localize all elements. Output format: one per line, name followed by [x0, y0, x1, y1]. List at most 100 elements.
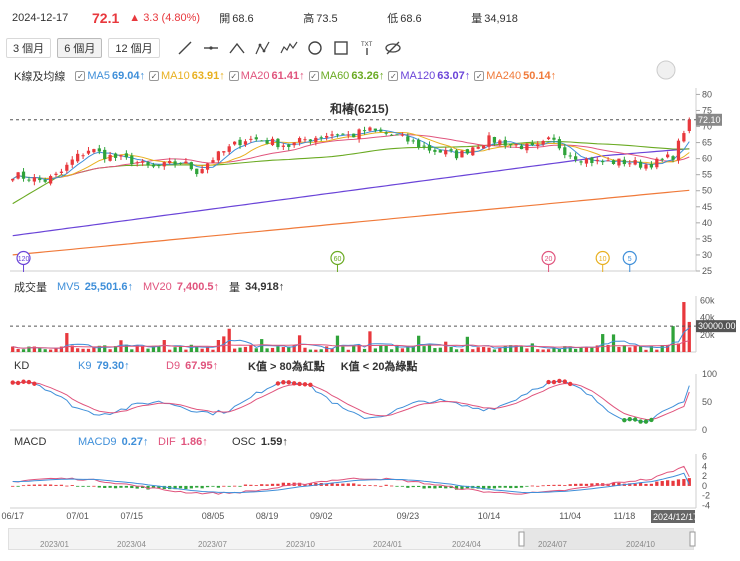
trend-line-icon[interactable]: [176, 39, 194, 57]
ma-checkbox-icon[interactable]: ✓: [228, 71, 239, 81]
ma-legend-ma10[interactable]: ✓ MA10 63.91 ↑: [149, 70, 225, 82]
x-tick-label: 07/15: [121, 511, 144, 521]
ma-checkbox-icon[interactable]: ✓: [75, 71, 86, 81]
candle-body: [509, 143, 513, 145]
osc-bar: [86, 485, 91, 487]
ma-checkbox-icon[interactable]: ✓: [474, 71, 485, 81]
ma-legend-ma60[interactable]: ✓ MA60 63.26 ↑: [308, 70, 385, 82]
range-navigator[interactable]: [8, 528, 694, 550]
ma-checkbox-icon[interactable]: ✓: [149, 71, 159, 81]
osc-bar: [205, 485, 210, 488]
osc-bar: [216, 485, 221, 488]
osc-bar: [151, 485, 156, 489]
volume-bar: [471, 349, 475, 352]
kd-green-dot: [643, 419, 649, 424]
ma-legend-ma240[interactable]: ✓ MA240 50.14 ↑: [474, 70, 557, 82]
volume-legend: 成交量 MV5 25,501.6 ↑ MV20 7,400.5 ↑ 量 34,918…: [14, 279, 288, 295]
osc-bar: [135, 485, 139, 489]
volume-bar: [189, 344, 193, 352]
candle-body: [287, 144, 291, 147]
candle-body: [660, 158, 664, 160]
osc-bar: [362, 485, 367, 486]
rectangle-icon[interactable]: [332, 39, 350, 57]
ma240-line: [12, 189, 690, 256]
period-6m-button[interactable]: 6 個月: [57, 38, 103, 58]
osc-bar: [162, 485, 166, 490]
osc-bar: [227, 485, 231, 487]
ma-marker-10: [595, 250, 610, 266]
volume-bar: [552, 347, 556, 352]
candle-body: [303, 139, 307, 141]
main-legend-title: K線及均線: [14, 71, 66, 83]
elliott-wave-icon[interactable]: [280, 39, 298, 57]
hide-icon[interactable]: [384, 39, 402, 57]
volume-bar: [103, 345, 107, 352]
osc-bar: [308, 483, 313, 486]
volume-bar: [249, 345, 253, 352]
volume-bar: [38, 348, 42, 352]
ma-legend-ma20[interactable]: ✓ MA20 61.41 ↑: [228, 70, 305, 82]
ma-marker-20: [541, 250, 556, 266]
ma-checkbox-icon[interactable]: ✓: [308, 71, 319, 81]
osc-bar: [541, 485, 545, 487]
text-icon[interactable]: TXT: [358, 39, 376, 57]
period-3m-button[interactable]: 3 個月: [6, 38, 52, 58]
x-tick-label: 10/14: [478, 511, 501, 521]
candle-body: [373, 128, 377, 131]
candle-body: [21, 171, 26, 179]
volume-bar: [503, 345, 507, 352]
candle-body: [579, 161, 583, 163]
volume-bar: [357, 344, 361, 352]
volume-bar: [557, 348, 562, 352]
current-date-tag: 2024/12/17: [653, 512, 698, 522]
osc-bar: [638, 482, 643, 486]
volume-bar: [81, 348, 85, 352]
candle-body: [422, 145, 426, 147]
candle-body: [644, 164, 648, 169]
candle-body: [346, 134, 350, 136]
candle-body: [335, 134, 340, 136]
osc-bar: [200, 485, 204, 489]
osc-bar: [476, 485, 480, 489]
last-price-tag-bg: [696, 113, 722, 126]
osc-bar: [411, 485, 415, 488]
ma-legend-ma5[interactable]: ✓ MA5 69.04 ↑: [75, 70, 145, 82]
volume-bar: [622, 345, 626, 352]
volume-bar: [276, 346, 280, 352]
x-tick-label: 08/19: [256, 511, 279, 521]
toolbar: 3 個月 6 個月 12 個月 TXT: [6, 37, 402, 59]
candle-body: [611, 160, 616, 165]
circle-icon[interactable]: [306, 39, 324, 57]
volume-bar: [492, 349, 497, 352]
ma-legend-ma120[interactable]: ✓ MA120 63.07 ↑: [388, 70, 471, 82]
candle-body: [676, 140, 681, 161]
ma-marker-120: [16, 250, 31, 266]
candle-body: [270, 138, 275, 146]
osc-bar: [389, 485, 394, 487]
wave-line-icon[interactable]: [228, 39, 246, 57]
dif-legend: DIF 1.86 ↑: [158, 436, 208, 448]
candle-body: [130, 155, 134, 165]
candle-body: [438, 150, 442, 153]
candle-body: [682, 133, 686, 142]
x-tick-label: 06/17: [1, 511, 24, 521]
volume-bar: [438, 347, 442, 352]
quote-price: 72.1: [92, 10, 120, 26]
candle-body: [254, 137, 258, 140]
horizontal-line-icon[interactable]: [202, 39, 220, 57]
volume-bar: [325, 346, 329, 352]
period-12m-button[interactable]: 12 個月: [108, 38, 160, 58]
ma-checkbox-icon[interactable]: ✓: [388, 71, 399, 81]
volume-bar: [124, 344, 128, 352]
candle-body: [243, 141, 248, 145]
macd-legend: MACD MACD9 0.27 ↑ DIF 1.86 ↑ OSC 1.59 ↑: [14, 436, 292, 448]
osc-bar: [519, 485, 524, 488]
volume-bar: [32, 346, 36, 352]
osc-bar: [444, 485, 448, 489]
volume-bar: [140, 346, 145, 352]
osc-bar: [281, 482, 285, 486]
drawing-tools: TXT: [176, 39, 402, 57]
abc-pattern-icon[interactable]: [254, 39, 272, 57]
osc-bar: [536, 485, 540, 487]
